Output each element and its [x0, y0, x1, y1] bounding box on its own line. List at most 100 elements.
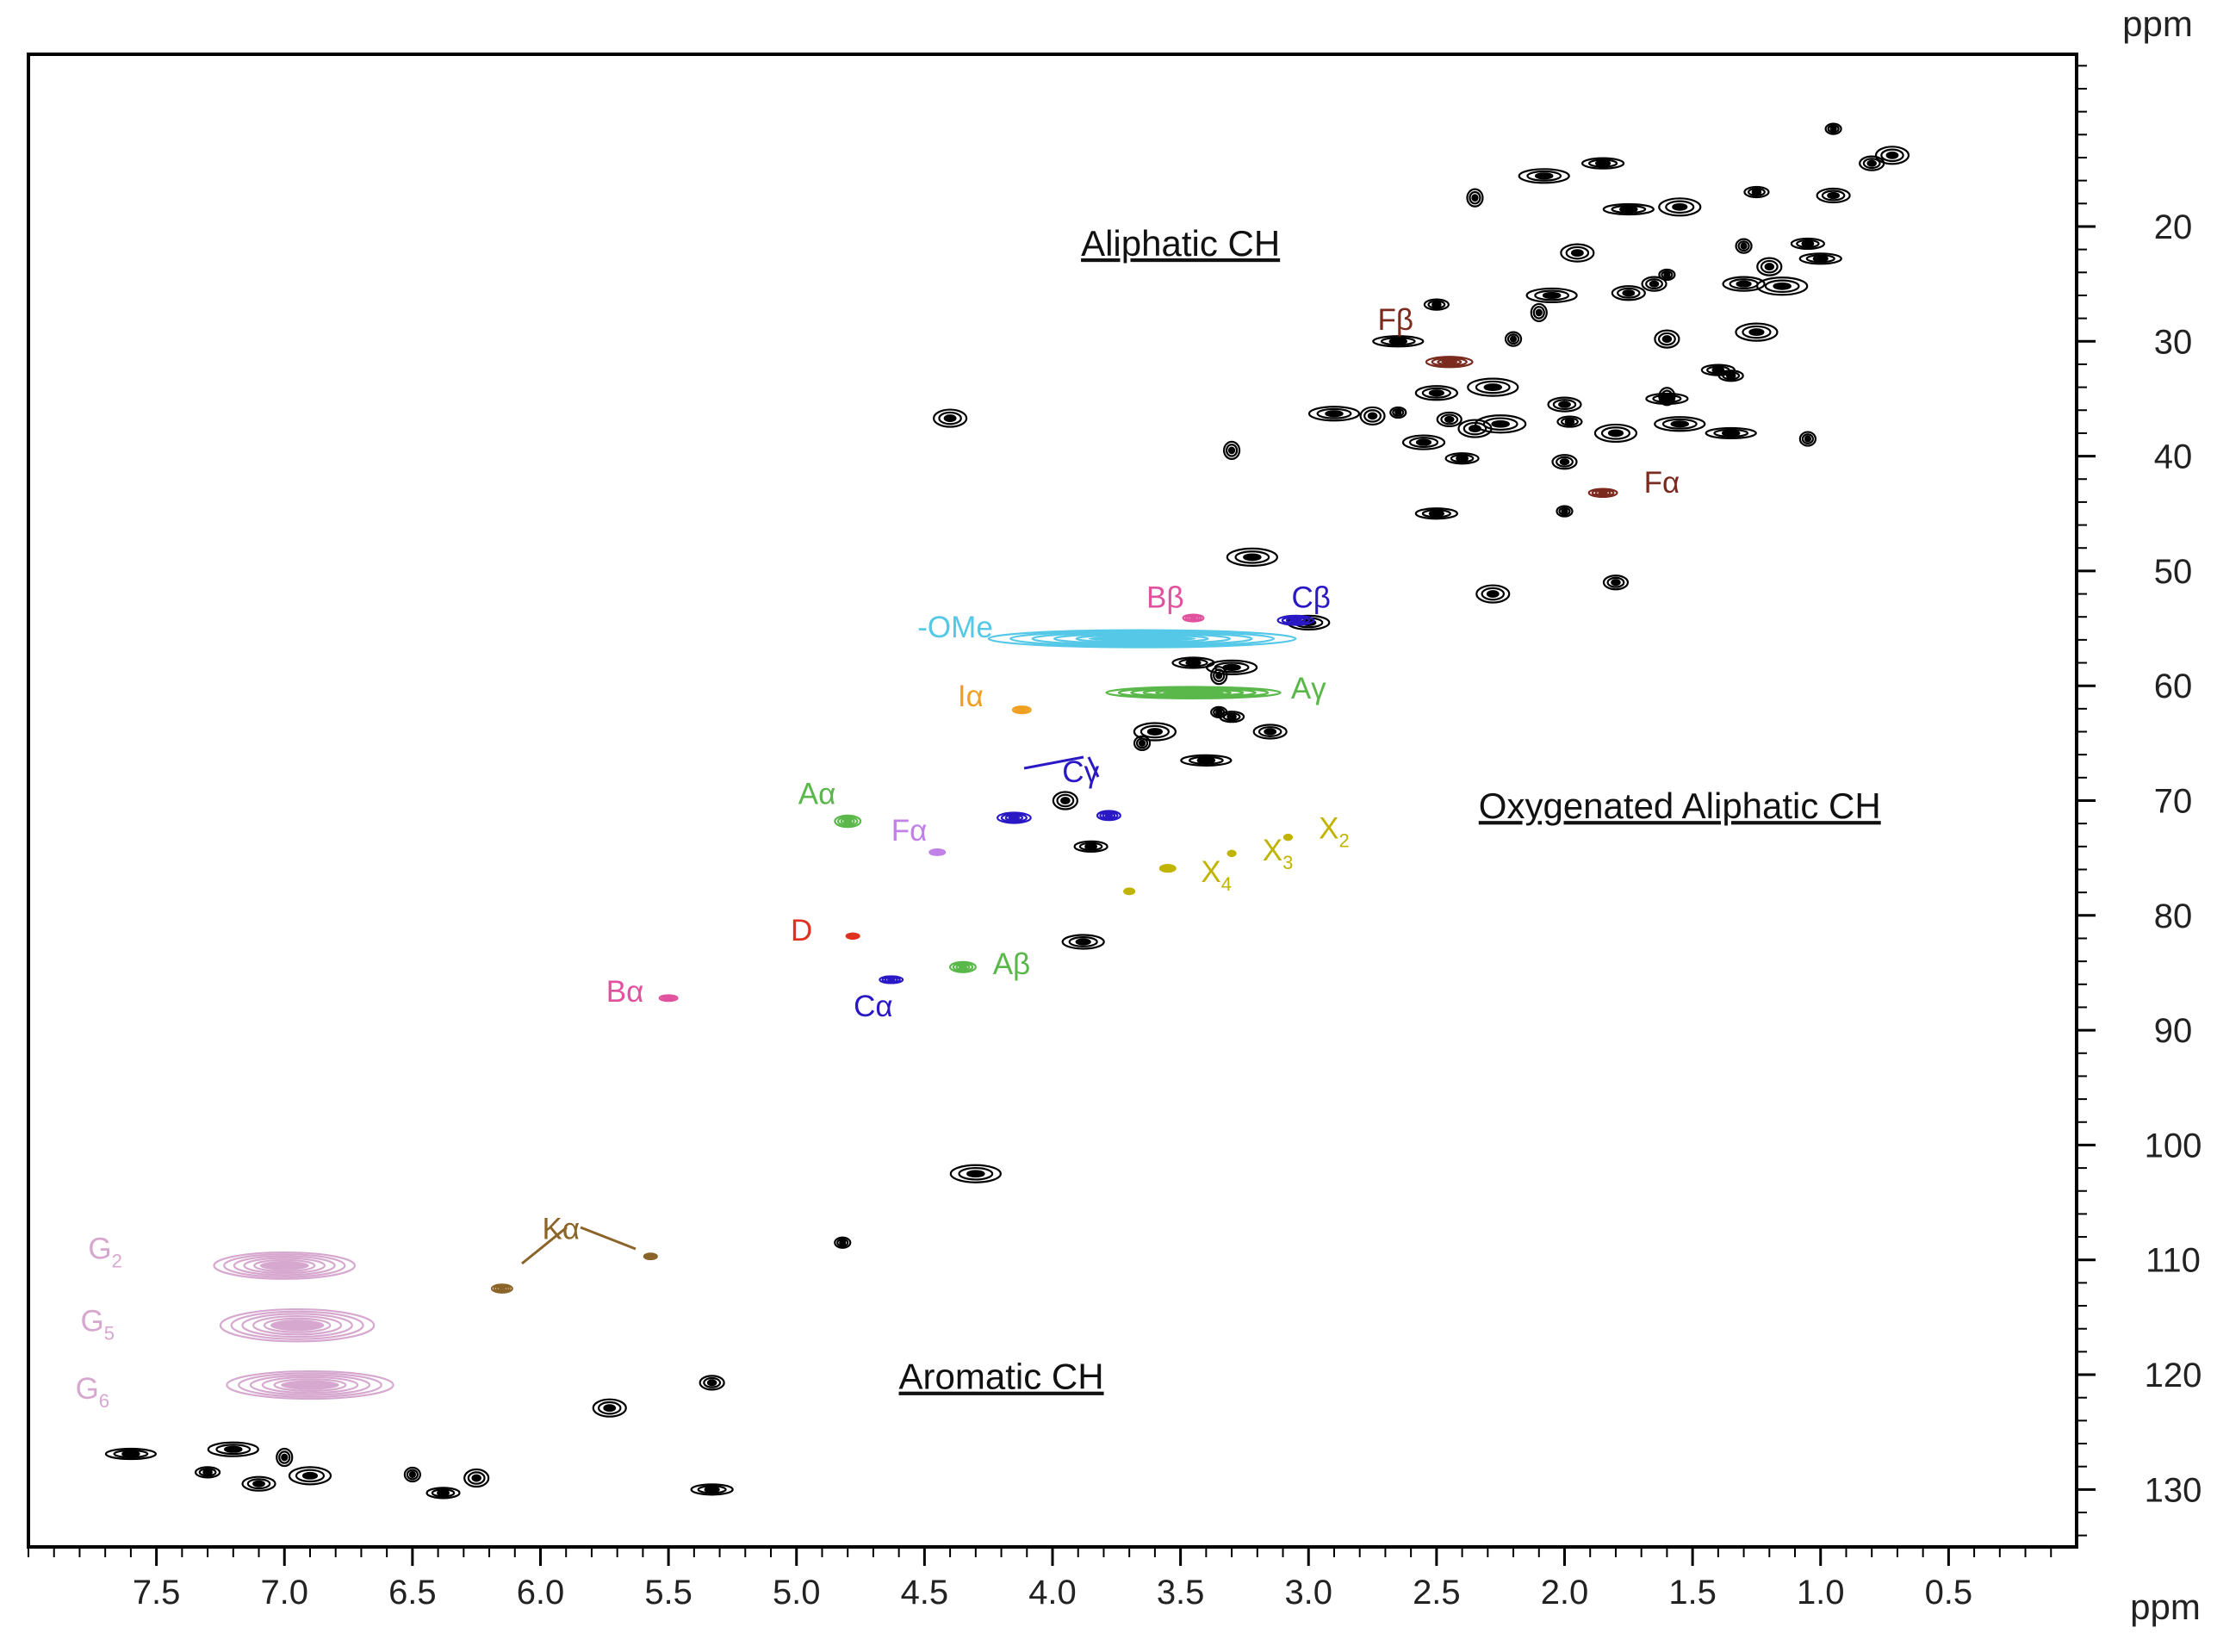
x-tick-label: 6.0 — [517, 1574, 565, 1612]
unassigned-peak — [1401, 434, 1446, 450]
peak-label: G6 — [76, 1372, 109, 1412]
unassigned-peak — [241, 1475, 276, 1492]
peak-label: Aγ — [1291, 672, 1326, 705]
assigned-peak — [1282, 834, 1294, 842]
peak-label: G5 — [81, 1304, 115, 1344]
x-tick-label: 1.5 — [1668, 1574, 1717, 1612]
x-tick-label: 0.5 — [1925, 1574, 1973, 1612]
y-tick-label: 50 — [2154, 553, 2193, 591]
unassigned-peak — [1602, 202, 1655, 216]
peak-label: Iα — [958, 680, 984, 713]
unassigned-peak — [288, 1466, 332, 1486]
peak-label: Fα — [891, 814, 928, 848]
peak-label: G2 — [88, 1232, 121, 1271]
region-label: Aromatic CH — [899, 1357, 1104, 1397]
unassigned-peak — [932, 408, 968, 428]
assigned-peak — [226, 1369, 394, 1400]
unassigned-peak — [1222, 440, 1241, 461]
unassigned-peak — [1530, 302, 1548, 323]
assigned-peak — [834, 814, 862, 829]
unassigned-peak — [207, 1441, 259, 1457]
x-tick-label: 7.5 — [133, 1574, 181, 1612]
peak-label: Fα — [1644, 466, 1680, 500]
region-labels: Aliphatic CH Oxygenated Aliphatic CH Aroma… — [899, 223, 1881, 1397]
peak-label: Aβ — [993, 947, 1030, 981]
x-tick-label: 2.0 — [1541, 1574, 1589, 1612]
x-tick-label: 1.0 — [1797, 1574, 1845, 1612]
y-tick-label: 110 — [2146, 1242, 2201, 1280]
assigned-peak — [996, 811, 1032, 824]
unassigned-peak — [1743, 185, 1770, 199]
assigned-peak — [1425, 356, 1474, 369]
y-tick-label: 40 — [2154, 438, 2193, 476]
x-tick-label: 5.5 — [644, 1574, 692, 1612]
peak-label: Cγ — [1062, 755, 1099, 789]
unassigned-peak — [1658, 197, 1702, 217]
peak-label: Kα — [542, 1213, 580, 1246]
unassigned-peak — [104, 1447, 157, 1461]
unassigned-peak — [1252, 724, 1288, 740]
y-tick-label: 60 — [2154, 668, 2193, 705]
y-tick-label: 80 — [2154, 897, 2193, 935]
y-tick-label: 70 — [2154, 783, 2193, 821]
unassigned-peak — [1171, 656, 1215, 669]
unassigned-peak — [1593, 423, 1638, 444]
unassigned-peak — [1658, 387, 1676, 407]
unassigned-peak — [1226, 547, 1278, 567]
x-axis-unit: ppm — [2130, 1587, 2201, 1627]
unassigned-peak — [1705, 426, 1757, 440]
peak-label: X4 — [1201, 855, 1232, 895]
unassigned-peak — [1052, 791, 1078, 810]
x-tick-label: 7.0 — [260, 1574, 308, 1612]
unassigned-peak — [834, 1236, 852, 1249]
assigned-peak — [1226, 849, 1237, 857]
unassigned-peak — [1717, 370, 1744, 382]
unassigned-peak — [690, 1483, 734, 1496]
y-axis-unit: ppm — [2122, 3, 2193, 44]
assigned-peak — [658, 994, 679, 1003]
unassigned-peak — [1210, 666, 1228, 686]
unassigned-peak — [1444, 452, 1480, 465]
unassigned-peak — [592, 1398, 627, 1418]
x-tick-label: 6.5 — [388, 1574, 437, 1612]
unassigned-peak — [1756, 276, 1809, 296]
assigned-peak — [1276, 614, 1315, 626]
peak-label: -OMe — [917, 611, 993, 644]
unassigned-peak — [1641, 276, 1667, 292]
y-tick-label: 100 — [2145, 1127, 2202, 1164]
unassigned-peak — [1061, 934, 1105, 950]
unassigned-peak — [699, 1375, 725, 1391]
unassigned-peak — [1466, 188, 1484, 208]
unassigned-peak — [1790, 237, 1825, 251]
x-tick-label: 2.5 — [1413, 1574, 1461, 1612]
unassigned-peak — [1475, 584, 1511, 604]
unassigned-peak — [1654, 416, 1706, 432]
peak-label: Bβ — [1146, 581, 1183, 615]
unassigned-peak — [1436, 411, 1462, 428]
peak-label: X2 — [1319, 811, 1350, 851]
unassigned-peak — [1389, 406, 1407, 419]
assigned-peak — [948, 960, 977, 973]
unassigned-peak — [463, 1468, 490, 1488]
unassigned-peak — [276, 1447, 294, 1468]
peak-label: Cα — [854, 990, 893, 1023]
unassigned-peak — [1560, 243, 1595, 263]
unassigned-peak — [1556, 505, 1574, 518]
y-tick-label: 90 — [2154, 1012, 2193, 1050]
unassigned-peak — [425, 1487, 461, 1500]
peak-label: Bα — [606, 975, 644, 1009]
unassigned-peak — [1735, 238, 1753, 254]
unassigned-peak — [1859, 155, 1885, 171]
assigned-peak — [1182, 613, 1205, 623]
unassigned-peak — [1475, 414, 1527, 434]
peak-label: Fβ — [1378, 303, 1414, 337]
assigned-peak — [213, 1251, 357, 1280]
unassigned-peak — [1073, 840, 1108, 853]
x-tick-label: 4.0 — [1028, 1574, 1077, 1612]
unassigned-peak — [1874, 146, 1910, 165]
region-label: Aliphatic CH — [1081, 223, 1280, 264]
y-tick-label: 20 — [2154, 208, 2193, 246]
unassigned-peak — [949, 1164, 1002, 1183]
unassigned-peak — [1798, 252, 1842, 265]
